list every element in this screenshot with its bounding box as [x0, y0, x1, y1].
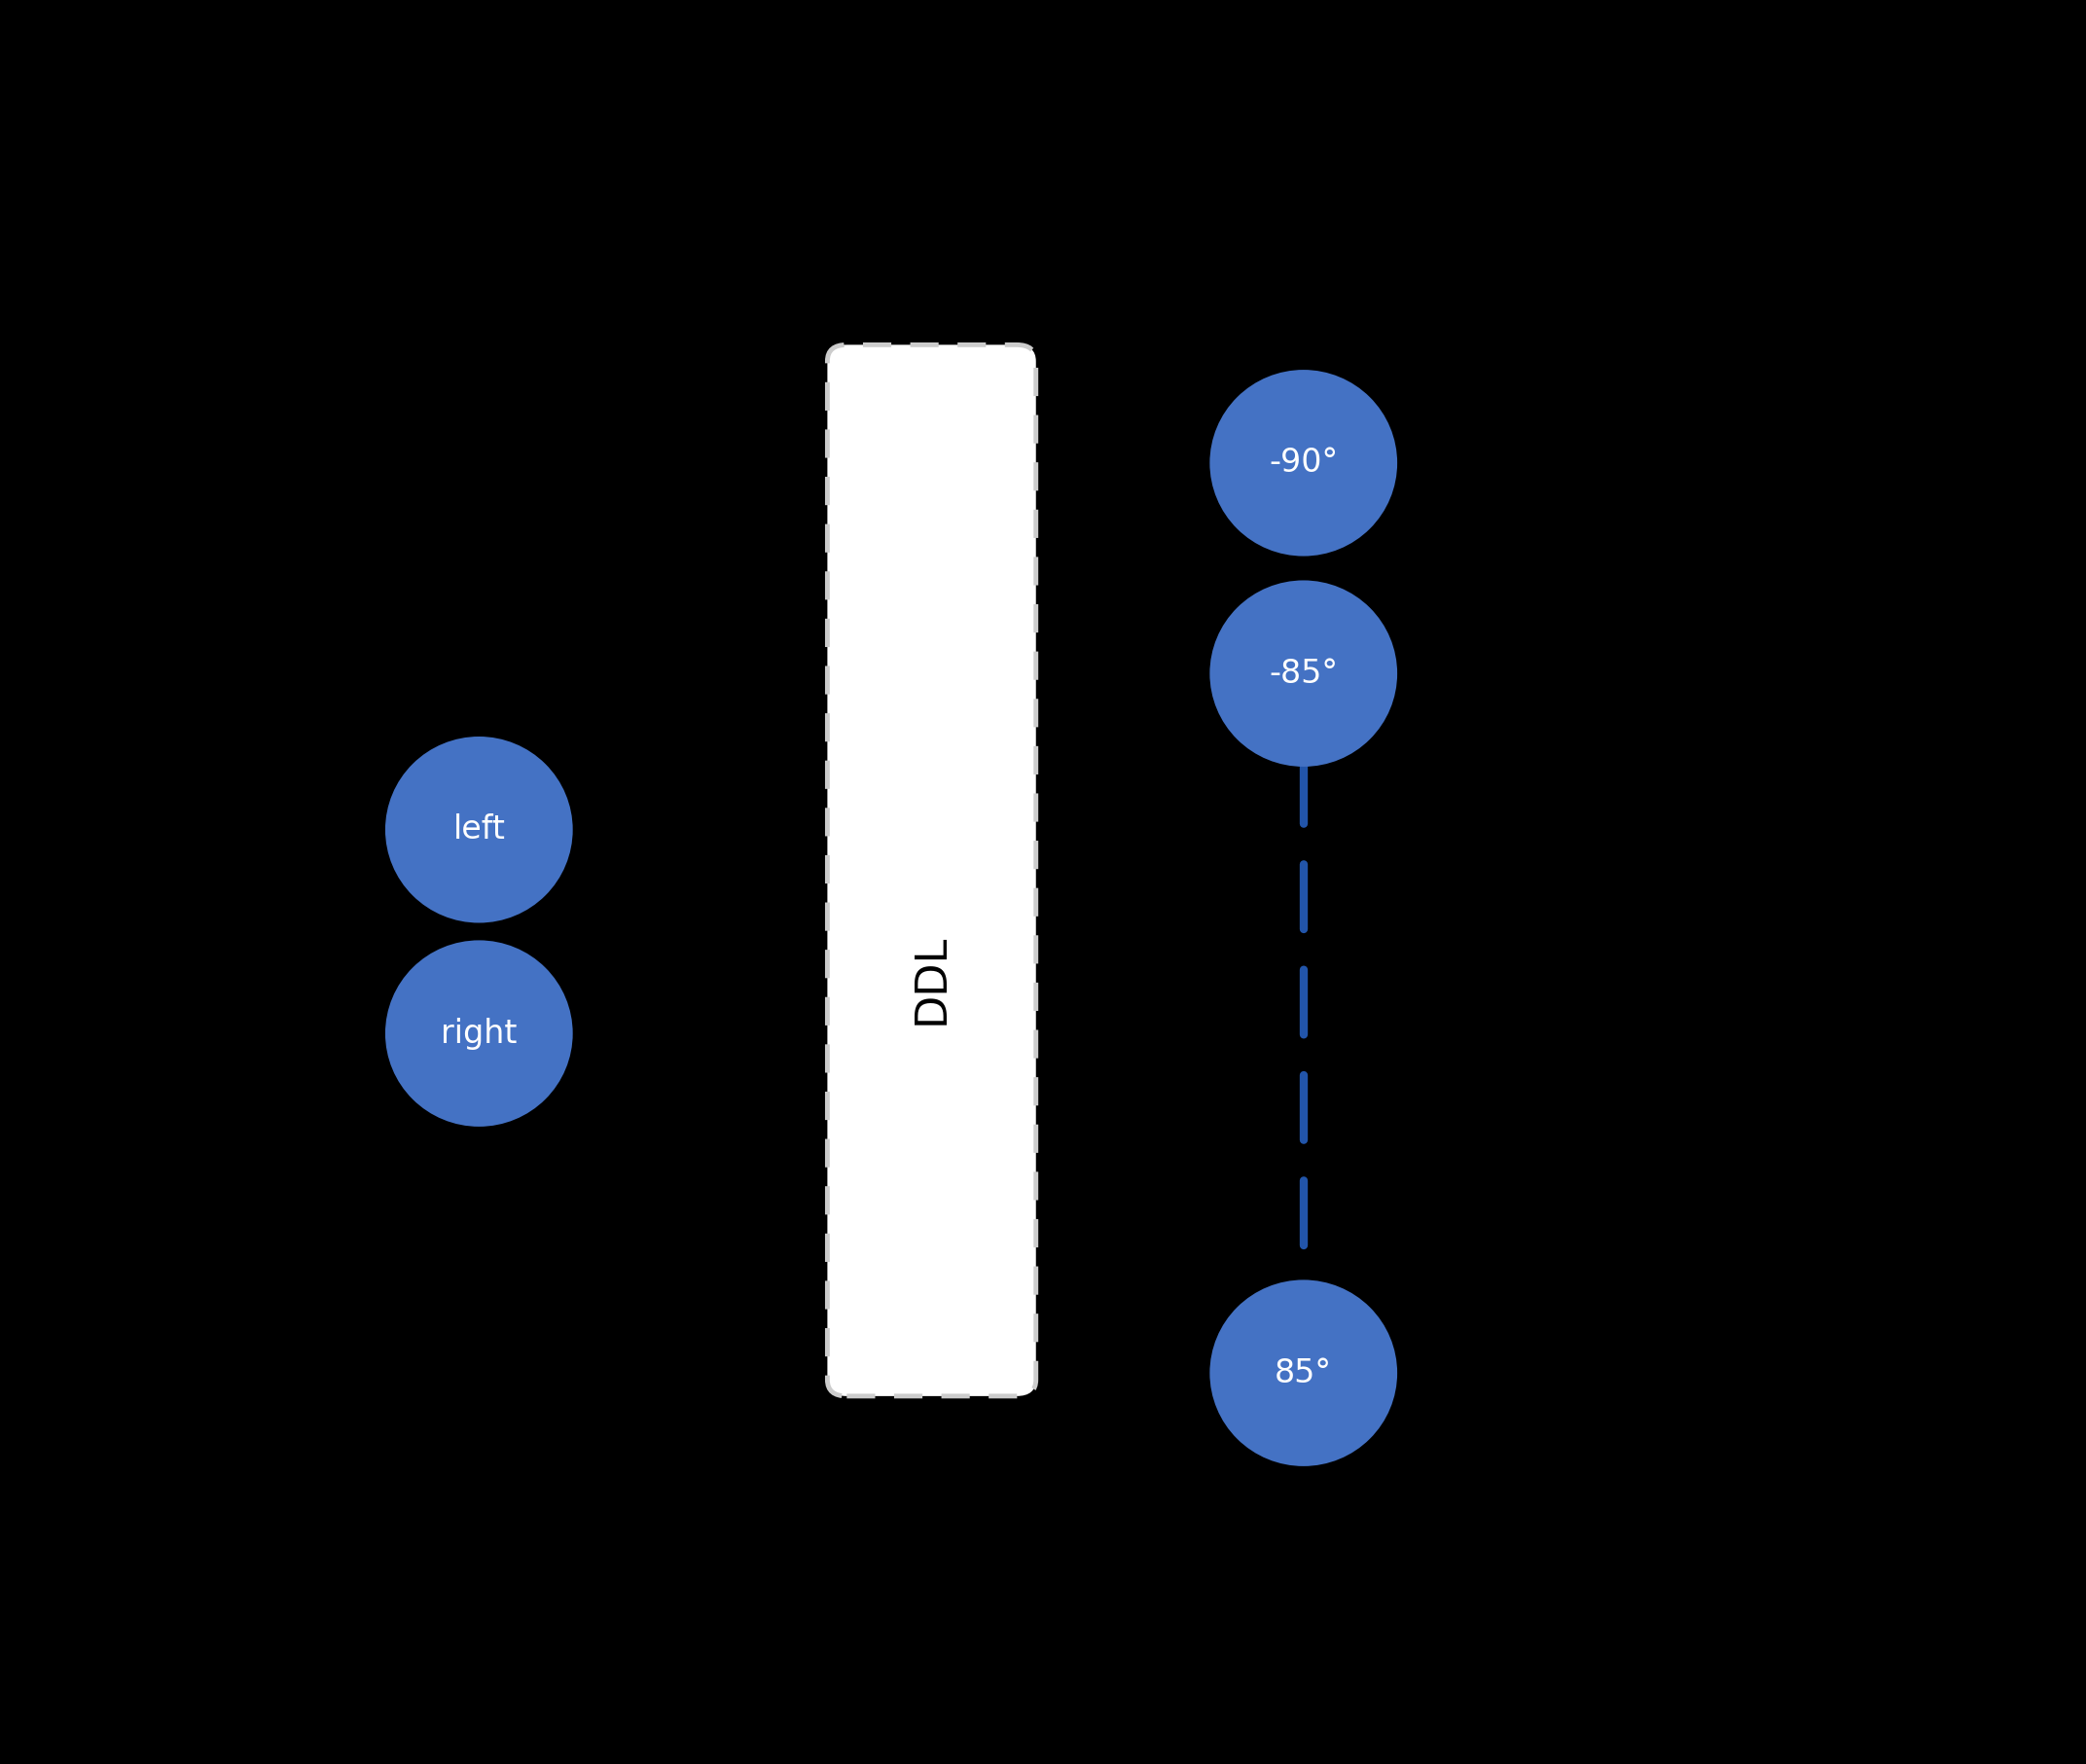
Ellipse shape — [1210, 370, 1398, 556]
Ellipse shape — [1210, 580, 1398, 767]
Text: left: left — [453, 813, 505, 845]
Text: DDL: DDL — [912, 933, 953, 1025]
Text: -85°: -85° — [1268, 658, 1337, 690]
Text: right: right — [440, 1018, 517, 1050]
Ellipse shape — [386, 737, 574, 923]
Ellipse shape — [386, 940, 574, 1127]
Text: -90°: -90° — [1268, 446, 1337, 480]
Text: 85°: 85° — [1275, 1357, 1333, 1388]
FancyBboxPatch shape — [828, 344, 1037, 1395]
Ellipse shape — [1210, 1281, 1398, 1466]
